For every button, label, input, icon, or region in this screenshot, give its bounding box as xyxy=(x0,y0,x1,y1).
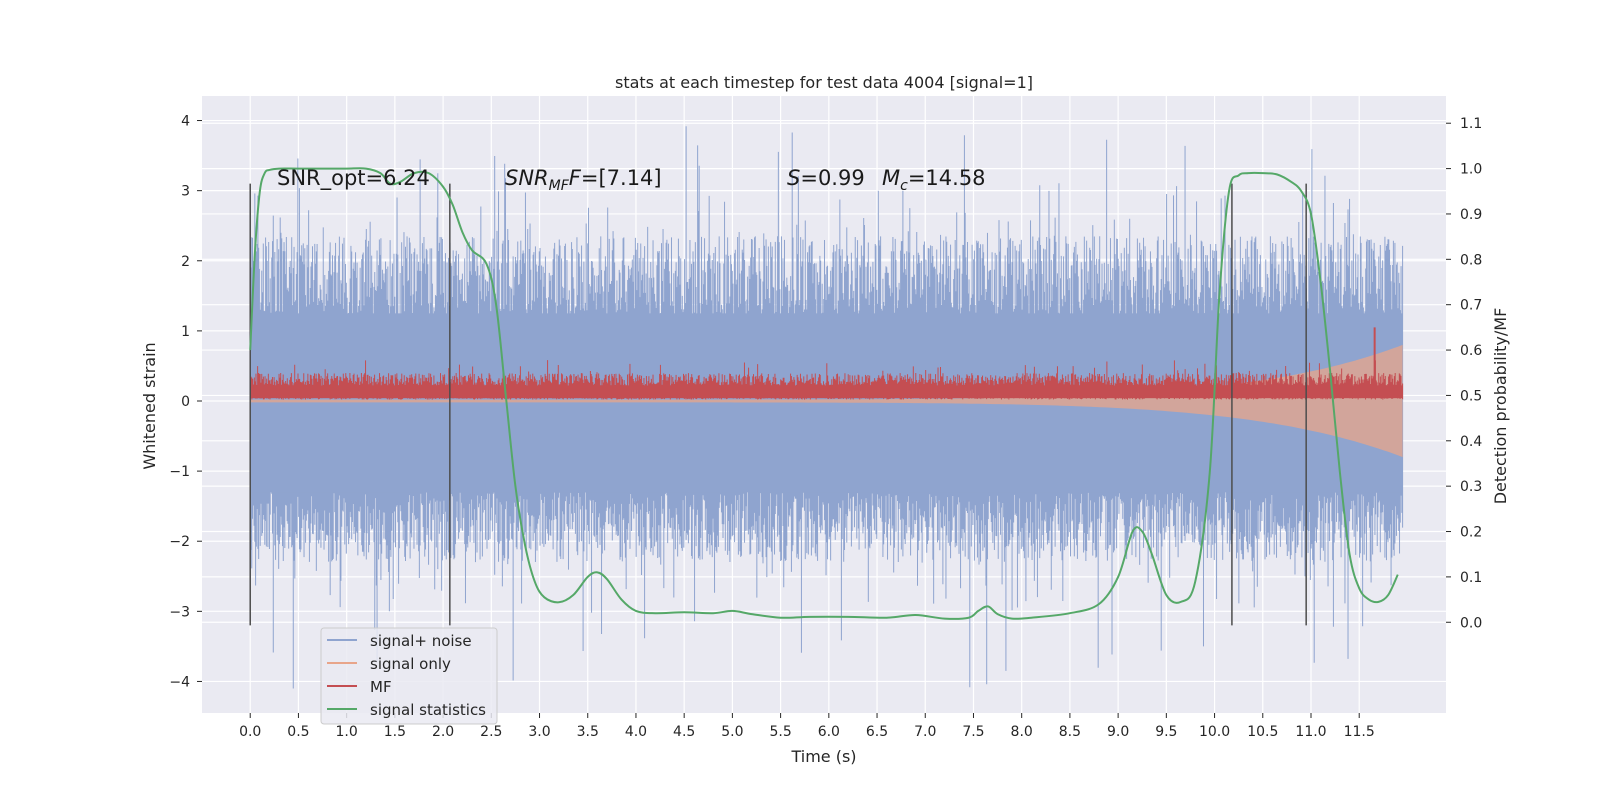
x-tick-label: 6.0 xyxy=(818,724,840,740)
annotation-mc-value: =14.58 xyxy=(908,166,986,190)
y-tick-label: 3 xyxy=(181,184,190,200)
y2-tick-label: 0.6 xyxy=(1460,343,1482,359)
x-tick-label: 8.0 xyxy=(1011,724,1033,740)
y-tick-label: −3 xyxy=(169,604,190,620)
x-tick-label: 5.5 xyxy=(769,724,791,740)
y2-tick-label: 0.3 xyxy=(1460,479,1482,495)
legend-label-noise: signal+ noise xyxy=(370,632,472,650)
y-tick-label: 2 xyxy=(181,254,190,270)
y2-tick-label: 0.2 xyxy=(1460,525,1482,541)
y2-tick-label: 0.0 xyxy=(1460,615,1482,631)
y2-axis-label: Detection probability/MF xyxy=(1491,308,1510,505)
legend-label-signal-only: signal only xyxy=(370,655,451,673)
y2-tick-label: 1.0 xyxy=(1460,162,1482,178)
y2-axis-ticks: 0.0 0.1 0.2 0.3 0.4 0.5 0.6 0.7 0.8 0.9 1.0 1.1 xyxy=(1446,116,1482,631)
chart-title: stats at each timestep for test data 400… xyxy=(615,73,1033,92)
x-tick-label: 11.5 xyxy=(1344,724,1375,740)
annotation-snr-opt: SNR_opt=6.24 xyxy=(277,166,430,191)
annotation-s-symbol: S xyxy=(787,166,800,190)
y-tick-label: −1 xyxy=(169,464,190,480)
annotation-snr-mf-sub: MF xyxy=(549,178,570,194)
y2-tick-label: 1.1 xyxy=(1460,116,1482,132)
y2-tick-label: 0.7 xyxy=(1460,298,1482,314)
annotation-mc-sub: c xyxy=(900,178,908,194)
y-axis-label: Whitened strain xyxy=(140,342,159,469)
x-tick-label: 2.0 xyxy=(432,724,454,740)
legend-box xyxy=(320,627,498,725)
annotation-snr-mf: SNRMFF=[7.14] xyxy=(505,166,662,194)
x-tick-label: 0.5 xyxy=(287,724,309,740)
x-axis-label: Time (s) xyxy=(790,747,856,766)
annotation-snr-mf-f: F xyxy=(569,166,582,190)
x-tick-label: 8.5 xyxy=(1059,724,1081,740)
y2-tick-label: 0.1 xyxy=(1460,570,1482,586)
annotation-s-value: =0.99 xyxy=(800,166,864,190)
annotation-snr-mf-value: =[7.14] xyxy=(581,166,662,190)
x-tick-label: 9.0 xyxy=(1107,724,1129,740)
annotation-mc-symbol: M xyxy=(882,166,900,190)
y-tick-label: 1 xyxy=(181,324,190,340)
x-tick-label: 1.5 xyxy=(384,724,406,740)
signal-statistics-layer xyxy=(249,167,1399,620)
x-tick-label: 3.0 xyxy=(528,724,550,740)
y-tick-label: −2 xyxy=(169,534,190,550)
x-tick-label: 9.5 xyxy=(1155,724,1177,740)
x-tick-label: 7.0 xyxy=(914,724,936,740)
y-axis-ticks: −4 −3 −2 −1 0 1 2 3 4 xyxy=(169,114,202,690)
event-marker-lines xyxy=(249,183,1307,626)
x-tick-label: 7.5 xyxy=(962,724,984,740)
series-signal-only xyxy=(250,344,1403,458)
y2-tick-label: 0.8 xyxy=(1460,252,1482,268)
y2-tick-label: 0.5 xyxy=(1460,388,1482,404)
annotation-mc: Mc=14.58 xyxy=(882,166,986,194)
x-tick-label: 10.5 xyxy=(1247,724,1278,740)
x-tick-label: 4.5 xyxy=(673,724,695,740)
x-tick-label: 11.0 xyxy=(1295,724,1326,740)
x-tick-label: 3.5 xyxy=(577,724,599,740)
y2-tick-label: 0.4 xyxy=(1460,434,1482,450)
legend-label-signal-statistics: signal statistics xyxy=(370,701,486,719)
x-tick-label: 10.0 xyxy=(1199,724,1230,740)
legend: signal+ noise signal only MF signal stat… xyxy=(320,627,498,725)
x-tick-label: 4.0 xyxy=(625,724,647,740)
x-axis-ticks: 0.0 0.5 1.0 1.5 2.0 2.5 3.0 3.5 4.0 4.5 5.0 5.5 6.0 6… xyxy=(239,713,1375,740)
x-tick-label: 0.0 xyxy=(239,724,261,740)
annotation-snr-mf-base: SNR xyxy=(505,166,549,190)
legend-label-mf: MF xyxy=(370,678,392,696)
y-tick-label: 4 xyxy=(181,114,190,130)
annotation-s: S=0.99 xyxy=(787,166,865,190)
series-mf-core xyxy=(250,385,1403,399)
y-tick-label: −4 xyxy=(169,674,190,690)
series-signal-statistics xyxy=(249,167,1399,620)
y-tick-label: 0 xyxy=(181,394,190,410)
x-tick-label: 6.5 xyxy=(866,724,888,740)
x-tick-label: 5.0 xyxy=(721,724,743,740)
x-tick-label: 1.0 xyxy=(336,724,358,740)
x-tick-label: 2.5 xyxy=(480,724,502,740)
y2-tick-label: 0.9 xyxy=(1460,207,1482,223)
